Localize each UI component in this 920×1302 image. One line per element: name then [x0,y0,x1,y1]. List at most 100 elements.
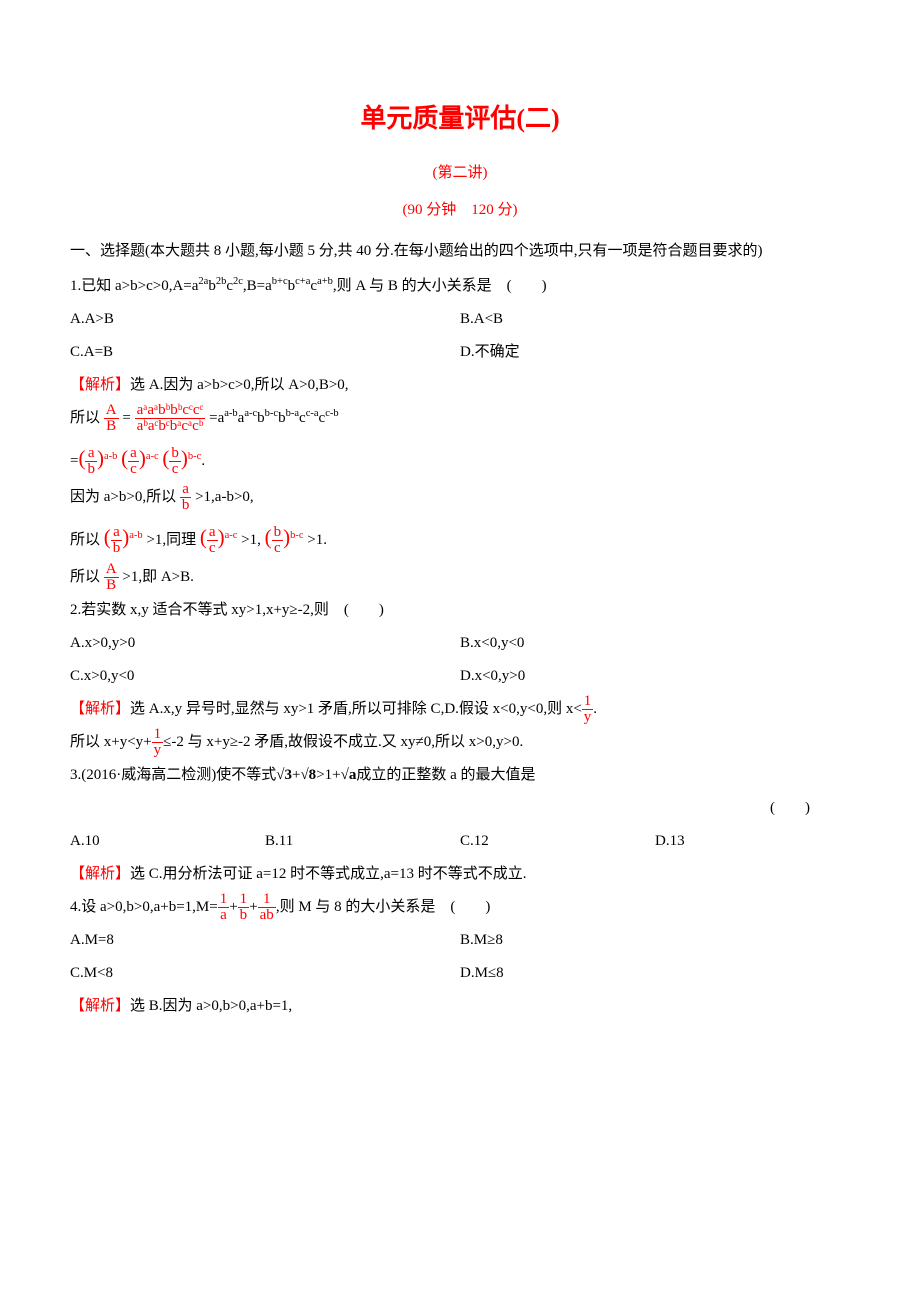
t: 4.设 a>0,b>0,a+b=1,M= [70,899,218,915]
e: a-c [146,451,159,462]
den: aᵇaᶜbᶜbᵃcᵃcᵇ [135,419,206,434]
q4-optD: D.M≤8 [460,957,850,990]
exp: 2a [198,276,208,287]
d: c [128,462,139,477]
e: b-c [265,408,278,419]
e: b-a [286,408,299,419]
p: (ab)a-b [104,532,143,548]
d: c [272,541,284,556]
exp: a+b [317,276,333,287]
exp: b+c [272,276,288,287]
ans-label: 【解析】 [70,998,130,1014]
t: 选 A.x,y 异号时,显然与 xy>1 矛盾,所以可排除 C,D.假设 x<0… [130,701,582,717]
q1-text: 1.已知 a>b>c>0,A=a [70,278,198,294]
exp: 2b [216,276,227,287]
n: 1 [152,727,164,743]
t: ,则 A 与 B 的大小关系是 ( ) [333,278,547,294]
p: (ac)a-c [121,453,159,469]
d: ab [258,908,276,923]
t: 所以 [70,410,100,426]
f: 1y [582,694,594,725]
e: a-b [104,451,117,462]
q1-optB: B.A<B [460,303,850,336]
q3-optA: A.10 [70,825,265,858]
q4-optB: B.M≥8 [460,924,850,957]
t: >1. [307,532,327,548]
t: >1,a-b>0, [195,489,254,505]
f: 1y [152,727,164,758]
q3-optB: B.11 [265,825,460,858]
exp: c+a [295,276,310,287]
t: 所以 x+y<y+ [70,734,152,750]
q1-options: A.A>B B.A<B C.A=B D.不确定 [70,303,850,369]
n: b [169,446,181,462]
q1-answer: 【解析】选 A.因为 a>b>c>0,所以 A>0,B>0, [70,369,850,402]
question-1-stem: 1.已知 a>b>c>0,A=a2ab2bc2c,B=ab+cbc+aca+b,… [70,270,850,303]
t: 选 B.因为 a>0,b>0,a+b=1, [130,998,292,1014]
n: b [272,525,284,541]
n: 1 [238,892,250,908]
q2-answer-line1: 【解析】选 A.x,y 异号时,显然与 xy>1 矛盾,所以可排除 C,D.假设… [70,693,850,726]
q1-ans-line4: 因为 a>b>0,所以 ab >1,a-b>0, [70,481,850,514]
q3-optD: D.13 [655,825,850,858]
n: a [111,525,123,541]
e: c-b [325,408,338,419]
sqrt3: √3 [276,767,292,783]
e: a-c [225,530,238,541]
t: 因为 a>b>0,所以 [70,489,176,505]
frac-A-B: AB [104,403,119,434]
q3-optC: C.12 [460,825,655,858]
f: ac [207,525,218,556]
n: a [180,482,192,498]
q1-ans-line6: 所以 AB >1,即 A>B. [70,561,850,594]
t: 成立的正整数 a 的最大值是 [356,767,535,783]
t: 3.(2016·威海高二检测)使不等式 [70,767,276,783]
f: bc [169,446,181,477]
q1-optD: D.不确定 [460,336,850,369]
e: b-c [188,451,201,462]
q4-answer: 【解析】选 B.因为 a>0,b>0,a+b=1, [70,990,850,1023]
q1-optC: C.A=B [70,336,460,369]
p: + [229,899,237,915]
q2-optA: A.x>0,y>0 [70,627,460,660]
d: a [218,908,230,923]
p: (bc)b-c [162,453,201,469]
q4-optC: C.M<8 [70,957,460,990]
t: >1,同理 [146,532,196,548]
exp: 2c [233,276,243,287]
sqrta: √a [341,767,357,783]
page-title: 单元质量评估(二) [70,90,850,147]
n: 1 [582,694,594,710]
t: ,B=a [243,278,272,294]
e: a-c [244,408,257,419]
t: 所以 [70,569,100,585]
f: ab [180,482,192,513]
q2-options: A.x>0,y>0 B.x<0,y<0 C.x>0,y<0 D.x<0,y>0 [70,627,850,693]
f: 1a [218,892,230,923]
p: (bc)b-c [265,532,304,548]
d: B [104,578,119,593]
q2-optD: D.x<0,y>0 [460,660,850,693]
t: >1,即 A>B. [122,569,194,585]
t: 选 A.因为 a>b>c>0,所以 A>0,B>0, [130,377,349,393]
p: (ab)a-b [78,453,117,469]
d: c [207,541,218,556]
f: bc [272,525,284,556]
d: b [238,908,250,923]
q1-ans-line2: 所以 AB = aᵃaᵃbᵇbᵇcᶜcᶜaᵇaᶜbᶜbᵃcᵃcᵇ =aa-baa… [70,402,850,435]
t: b [208,278,216,294]
n: a [85,446,97,462]
f: ab [85,446,97,477]
n: 1 [258,892,276,908]
n: 1 [218,892,230,908]
f: 1ab [258,892,276,923]
q1-optA: A.A>B [70,303,460,336]
d: y [582,710,594,725]
q4-options: A.M=8 B.M≥8 C.M<8 D.M≤8 [70,924,850,990]
e: b-c [290,530,303,541]
f: AB [104,562,119,593]
q3-paren: ( ) [70,792,850,825]
q2-optC: C.x>0,y<0 [70,660,460,693]
d: b [180,498,192,513]
time-info: (90 分钟 120 分) [70,194,850,227]
